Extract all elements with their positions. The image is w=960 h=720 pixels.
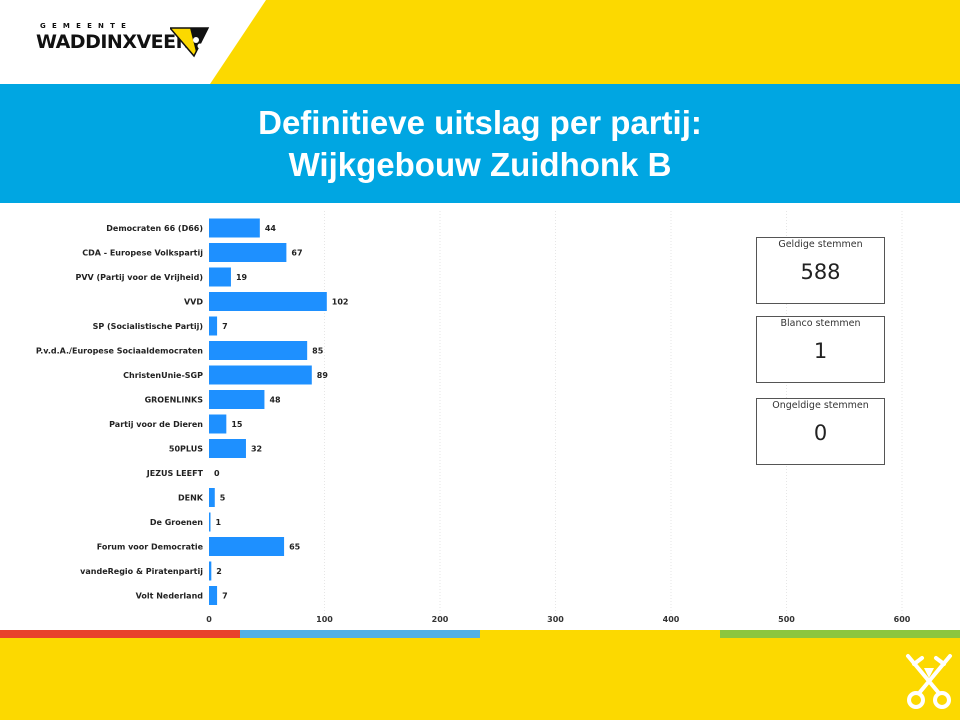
category-label: Forum voor Democratie xyxy=(97,543,204,552)
data-label: 15 xyxy=(231,420,243,429)
data-label: 48 xyxy=(269,396,281,405)
category-label: Partij voor de Dieren xyxy=(109,420,203,429)
stripe-yellow xyxy=(480,630,720,638)
x-tick-label: 300 xyxy=(547,615,564,624)
data-label: 65 xyxy=(289,543,301,552)
category-label: vandeRegio & Piratenpartij xyxy=(80,567,203,576)
bar xyxy=(209,414,227,434)
municipality-logo: GEMEENTE WADDINXVEEN xyxy=(36,22,192,53)
category-label: DENK xyxy=(178,494,204,503)
bar xyxy=(209,341,308,360)
category-label: VVD xyxy=(184,298,203,307)
x-tick-label: 600 xyxy=(894,615,911,624)
logo-name-text: WADDINXVEEN xyxy=(36,31,192,53)
bar xyxy=(209,267,231,287)
bar xyxy=(209,439,246,458)
bar xyxy=(209,488,215,507)
invalid-votes-label: Ongeldige stemmen xyxy=(772,400,869,411)
data-label: 67 xyxy=(291,249,302,258)
data-label: 7 xyxy=(222,592,228,601)
category-label: GROENLINKS xyxy=(145,396,204,405)
stripe-red xyxy=(0,630,240,638)
bar xyxy=(209,218,260,238)
x-tick-label: 0 xyxy=(206,615,212,624)
data-label: 1 xyxy=(216,518,222,527)
invalid-votes-value: 0 xyxy=(813,421,828,445)
bar xyxy=(209,316,218,336)
category-label: ChristenUnie-SGP xyxy=(123,371,203,380)
footer-yellow-background xyxy=(0,638,960,720)
data-label: 7 xyxy=(222,322,228,331)
data-label: 85 xyxy=(312,347,324,356)
data-label: 32 xyxy=(251,445,262,454)
blank-votes-value: 1 xyxy=(813,339,828,363)
invalid-votes-card: Ongeldige stemmen 0 xyxy=(756,398,885,465)
category-label: Democraten 66 (D66) xyxy=(106,224,203,233)
category-label: JEZUS LEEFT xyxy=(146,469,204,478)
category-label: CDA - Europese Volkspartij xyxy=(82,249,203,258)
x-tick-label: 500 xyxy=(778,615,795,624)
blank-votes-label: Blanco stemmen xyxy=(780,318,861,329)
bar xyxy=(209,586,218,605)
bar xyxy=(209,292,327,311)
data-label: 0 xyxy=(214,469,220,478)
title-line-1: Definitieve uitslag per partij: xyxy=(258,104,702,141)
keys-emblem-icon xyxy=(906,654,952,709)
page-title: Definitieve uitslag per partij: Wijkgebo… xyxy=(0,84,960,203)
bar xyxy=(209,365,312,385)
valid-votes-label: Geldige stemmen xyxy=(778,239,863,250)
category-label: Volt Nederland xyxy=(136,592,204,601)
data-label: 89 xyxy=(317,371,329,380)
bar xyxy=(209,390,265,409)
logo-small-text: GEMEENTE xyxy=(40,22,133,30)
data-label: 19 xyxy=(236,273,248,282)
bar xyxy=(209,512,211,532)
bar xyxy=(209,537,285,556)
data-label: 2 xyxy=(216,567,222,576)
logo-emblem-icon xyxy=(170,27,210,58)
title-line-2: Wijkgebouw Zuidhonk B xyxy=(288,146,672,183)
category-label: 50PLUS xyxy=(169,445,203,454)
bar xyxy=(209,243,287,262)
header-white-shape xyxy=(0,0,266,84)
data-label: 44 xyxy=(265,224,277,233)
stripe-blue xyxy=(240,630,480,638)
category-label: P.v.d.A./Europese Sociaaldemocraten xyxy=(36,347,203,356)
data-label: 102 xyxy=(332,298,349,307)
category-label: SP (Socialistische Partij) xyxy=(93,322,203,331)
x-tick-label: 200 xyxy=(432,615,449,624)
valid-votes-value: 588 xyxy=(800,260,841,284)
category-label: PVV (Partij voor de Vrijheid) xyxy=(75,273,203,282)
blank-votes-card: Blanco stemmen 1 xyxy=(756,316,885,383)
x-tick-label: 400 xyxy=(663,615,680,624)
bar xyxy=(209,561,212,581)
x-tick-label: 100 xyxy=(316,615,333,624)
category-label: De Groenen xyxy=(150,518,203,527)
valid-votes-card: Geldige stemmen 588 xyxy=(756,237,885,304)
stripe-green xyxy=(720,630,960,638)
data-label: 5 xyxy=(220,494,226,503)
